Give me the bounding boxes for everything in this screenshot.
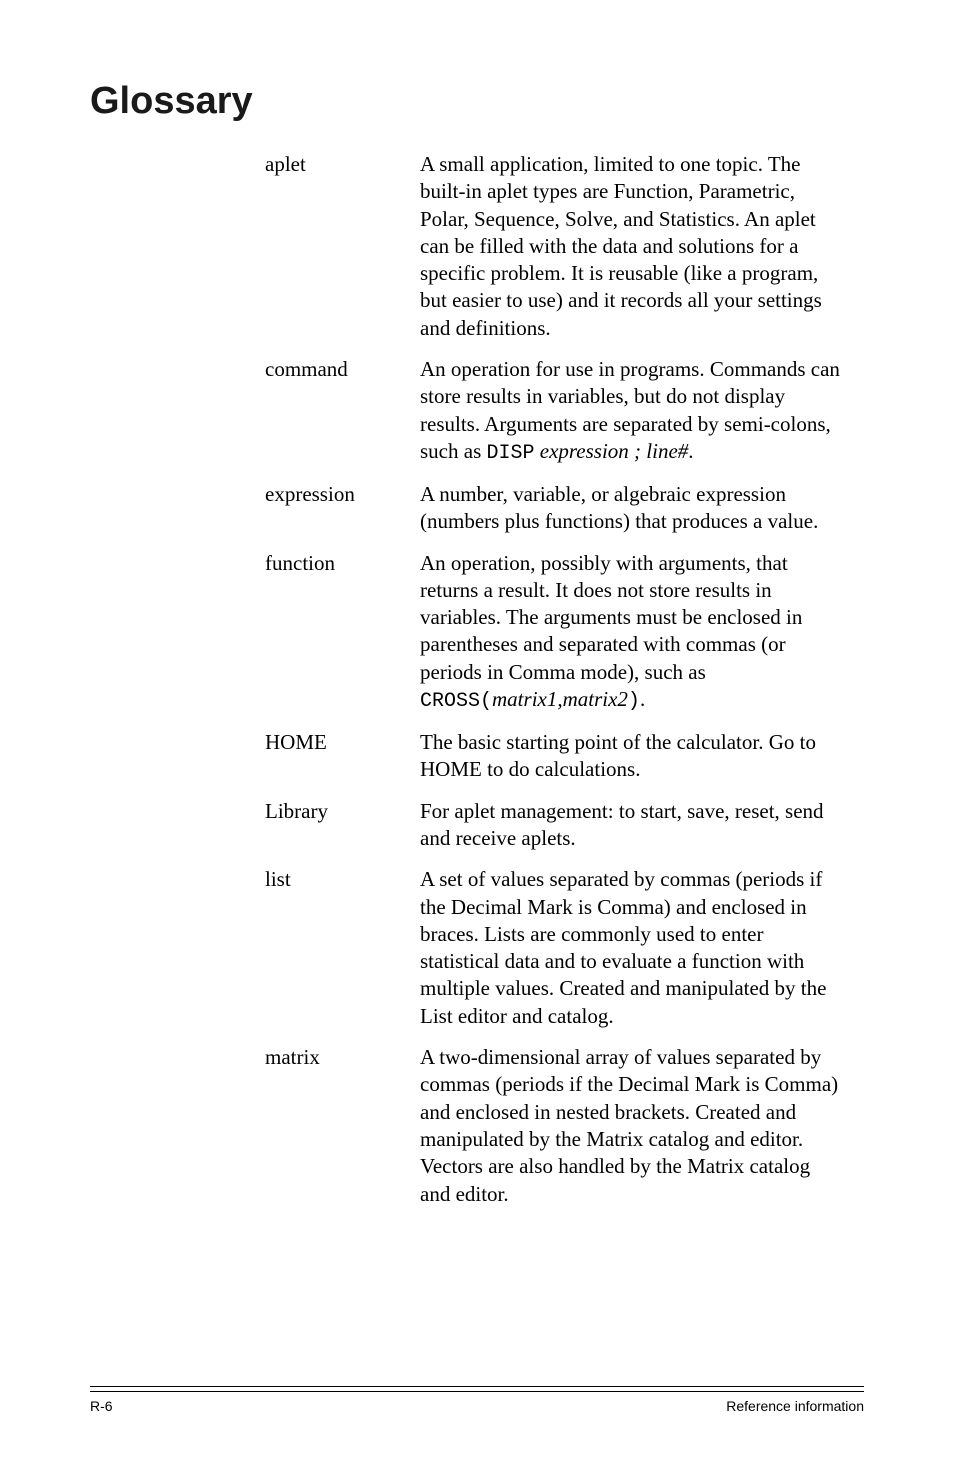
glossary-definition: A two-dimensional array of values separa… bbox=[420, 1044, 840, 1208]
footer-section-title: Reference information bbox=[726, 1398, 864, 1414]
definition-text: A small application, limited to one topi… bbox=[420, 152, 822, 340]
definition-text: A number, variable, or algebraic express… bbox=[420, 482, 818, 533]
footer-inner: R-6 Reference information bbox=[90, 1391, 864, 1414]
glossary-definition: The basic starting point of the calculat… bbox=[420, 729, 840, 784]
definition-text: For aplet management: to start, save, re… bbox=[420, 799, 824, 850]
definition-text: An operation, possibly with arguments, t… bbox=[420, 551, 802, 684]
glossary-definition: An operation, possibly with arguments, t… bbox=[420, 550, 840, 715]
glossary-definition: A set of values separated by commas (per… bbox=[420, 866, 840, 1030]
glossary-term: aplet bbox=[265, 151, 420, 342]
glossary-definition: A small application, limited to one topi… bbox=[420, 151, 840, 342]
glossary-definition: A number, variable, or algebraic express… bbox=[420, 481, 840, 536]
glossary-term: function bbox=[265, 550, 420, 715]
glossary-term: Library bbox=[265, 798, 420, 853]
glossary-entries: apletA small application, limited to one… bbox=[265, 151, 864, 1208]
definition-text: The basic starting point of the calculat… bbox=[420, 730, 816, 781]
glossary-entry: commandAn operation for use in programs.… bbox=[265, 356, 864, 467]
glossary-term: list bbox=[265, 866, 420, 1030]
glossary-entry: matrixA two-dimensional array of values … bbox=[265, 1044, 864, 1208]
glossary-term: command bbox=[265, 356, 420, 467]
glossary-definition: An operation for use in programs. Comman… bbox=[420, 356, 840, 467]
glossary-definition: For aplet management: to start, save, re… bbox=[420, 798, 840, 853]
glossary-entry: functionAn operation, possibly with argu… bbox=[265, 550, 864, 715]
definition-text: A set of values separated by commas (per… bbox=[420, 867, 826, 1027]
definition-text: . bbox=[688, 439, 693, 463]
glossary-entry: LibraryFor aplet management: to start, s… bbox=[265, 798, 864, 853]
glossary-entry: listA set of values separated by commas … bbox=[265, 866, 864, 1030]
page-footer: R-6 Reference information bbox=[90, 1386, 864, 1414]
definition-text: ) bbox=[628, 690, 640, 713]
page-title: Glossary bbox=[90, 80, 864, 123]
glossary-entry: apletA small application, limited to one… bbox=[265, 151, 864, 342]
page-number: R-6 bbox=[90, 1398, 113, 1414]
glossary-term: matrix bbox=[265, 1044, 420, 1208]
definition-text: CROSS( bbox=[420, 690, 492, 713]
glossary-entry: HOMEThe basic starting point of the calc… bbox=[265, 729, 864, 784]
glossary-term: HOME bbox=[265, 729, 420, 784]
definition-text: matrix1,matrix2 bbox=[492, 687, 628, 711]
definition-text: expression ; line# bbox=[540, 439, 689, 463]
glossary-entry: expressionA number, variable, or algebra… bbox=[265, 481, 864, 536]
definition-text: DISP bbox=[487, 442, 535, 465]
definition-text: . bbox=[640, 687, 645, 711]
definition-text: A two-dimensional array of values separa… bbox=[420, 1045, 838, 1205]
glossary-term: expression bbox=[265, 481, 420, 536]
